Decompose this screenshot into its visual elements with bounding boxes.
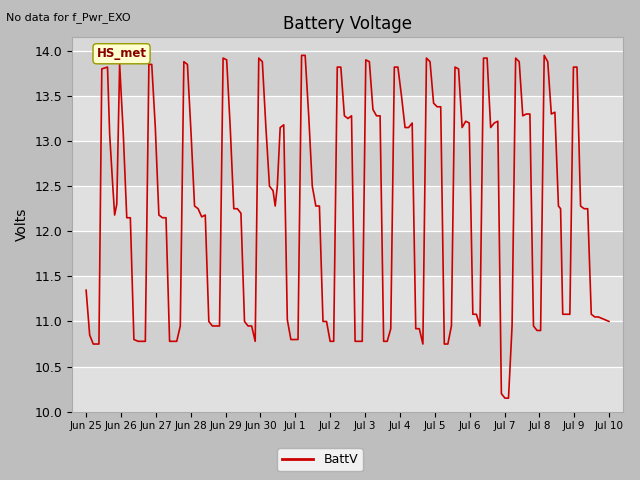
Text: No data for f_Pwr_EXO: No data for f_Pwr_EXO	[6, 12, 131, 23]
Bar	[72, 51, 623, 96]
Y-axis label: Volts: Volts	[15, 208, 29, 241]
Legend: BattV: BattV	[277, 448, 363, 471]
Bar	[72, 276, 623, 322]
Bar	[72, 322, 623, 367]
Title: Battery Voltage: Battery Voltage	[283, 15, 412, 33]
Bar	[72, 231, 623, 276]
Bar	[72, 96, 623, 141]
Text: HS_met: HS_met	[97, 47, 147, 60]
Bar	[72, 141, 623, 186]
Bar	[72, 186, 623, 231]
Bar	[72, 367, 623, 412]
